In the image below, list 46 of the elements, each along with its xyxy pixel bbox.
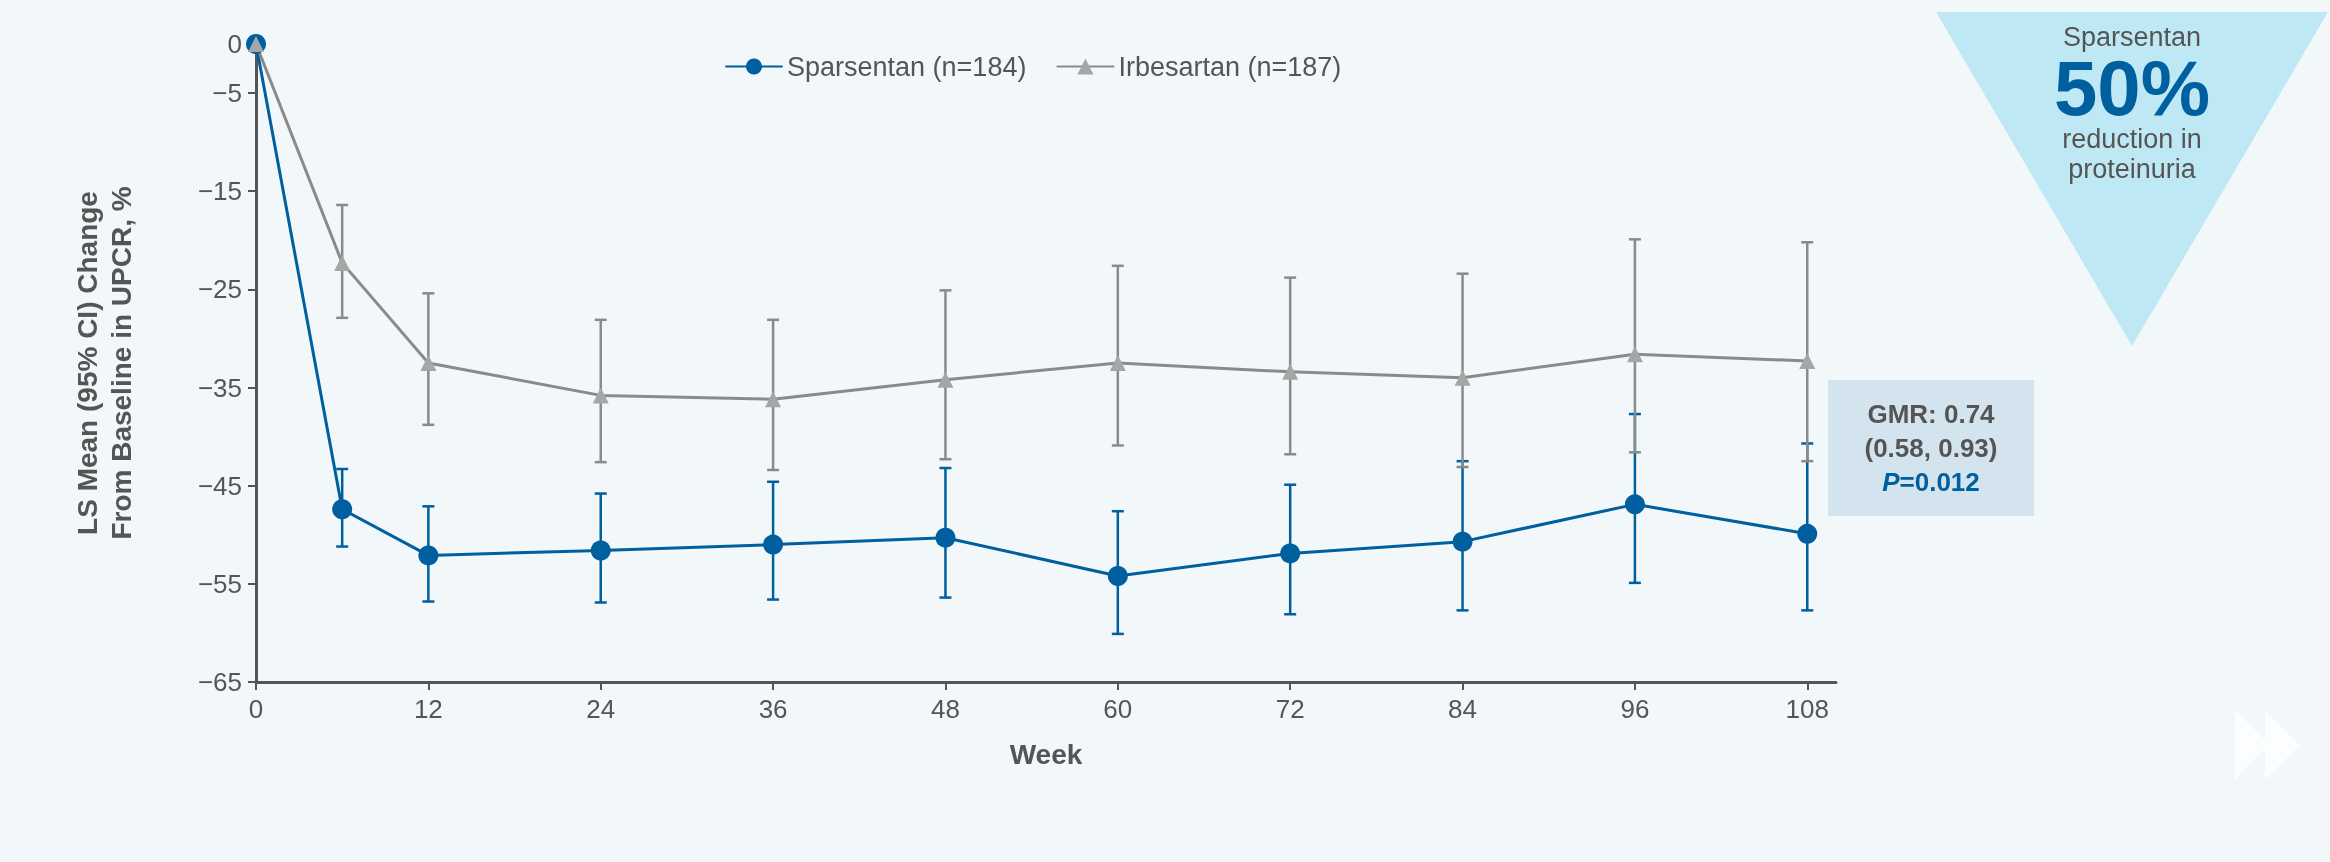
x-tick-label: 36 xyxy=(758,694,788,724)
x-tick-label: 108 xyxy=(1785,694,1829,724)
x-tick-label: 60 xyxy=(1103,694,1133,724)
point xyxy=(937,371,954,388)
point xyxy=(1626,346,1643,363)
y-axis-title: LS Mean (95% CI) Change From Baseline in UPCR, % xyxy=(71,186,137,540)
text: GMR: 0.74 xyxy=(1866,398,1996,431)
text: (0.58, 0.93) xyxy=(1863,432,1999,465)
x-tick-label: 96 xyxy=(1620,694,1650,724)
x-tick-label: 24 xyxy=(586,694,616,724)
y-tick-label: −65 xyxy=(197,667,242,697)
y-tick-label: −35 xyxy=(197,372,242,403)
y-tick-label: −45 xyxy=(197,470,242,501)
y-tick-label: −25 xyxy=(197,274,242,305)
point xyxy=(420,355,437,371)
x-tick-label: 48 xyxy=(930,694,960,724)
point xyxy=(1799,353,1816,370)
point xyxy=(1107,566,1128,586)
y-tick-label: −55 xyxy=(197,568,242,599)
x-tick-label: 72 xyxy=(1275,694,1305,724)
x-tick-label: 12 xyxy=(413,694,443,724)
point xyxy=(590,540,611,561)
y-tick-label: 0 xyxy=(227,29,242,59)
point xyxy=(763,534,784,555)
y-tick-label: −15 xyxy=(197,176,242,207)
text: P=0.012 xyxy=(1881,466,1981,499)
x-tick-label: 84 xyxy=(1448,694,1478,724)
legend-label: Sparsentan (n=184) xyxy=(787,51,1027,82)
point xyxy=(935,527,956,548)
point xyxy=(1282,363,1299,380)
y-tick-label: −5 xyxy=(212,78,242,109)
point xyxy=(418,545,439,566)
point xyxy=(1624,494,1645,515)
point xyxy=(592,387,609,404)
point xyxy=(765,391,782,408)
point xyxy=(1109,355,1126,371)
point xyxy=(1454,369,1471,386)
x-tick-label: 0 xyxy=(248,694,264,724)
legend-label: Irbesartan (n=187) xyxy=(1118,51,1342,82)
point xyxy=(332,499,353,520)
point xyxy=(1797,523,1818,544)
point xyxy=(334,254,351,271)
text: reduction in proteinuria xyxy=(2061,124,2203,184)
point xyxy=(1280,543,1301,564)
x-axis-title: Week xyxy=(1009,738,1083,770)
point xyxy=(1452,531,1473,552)
